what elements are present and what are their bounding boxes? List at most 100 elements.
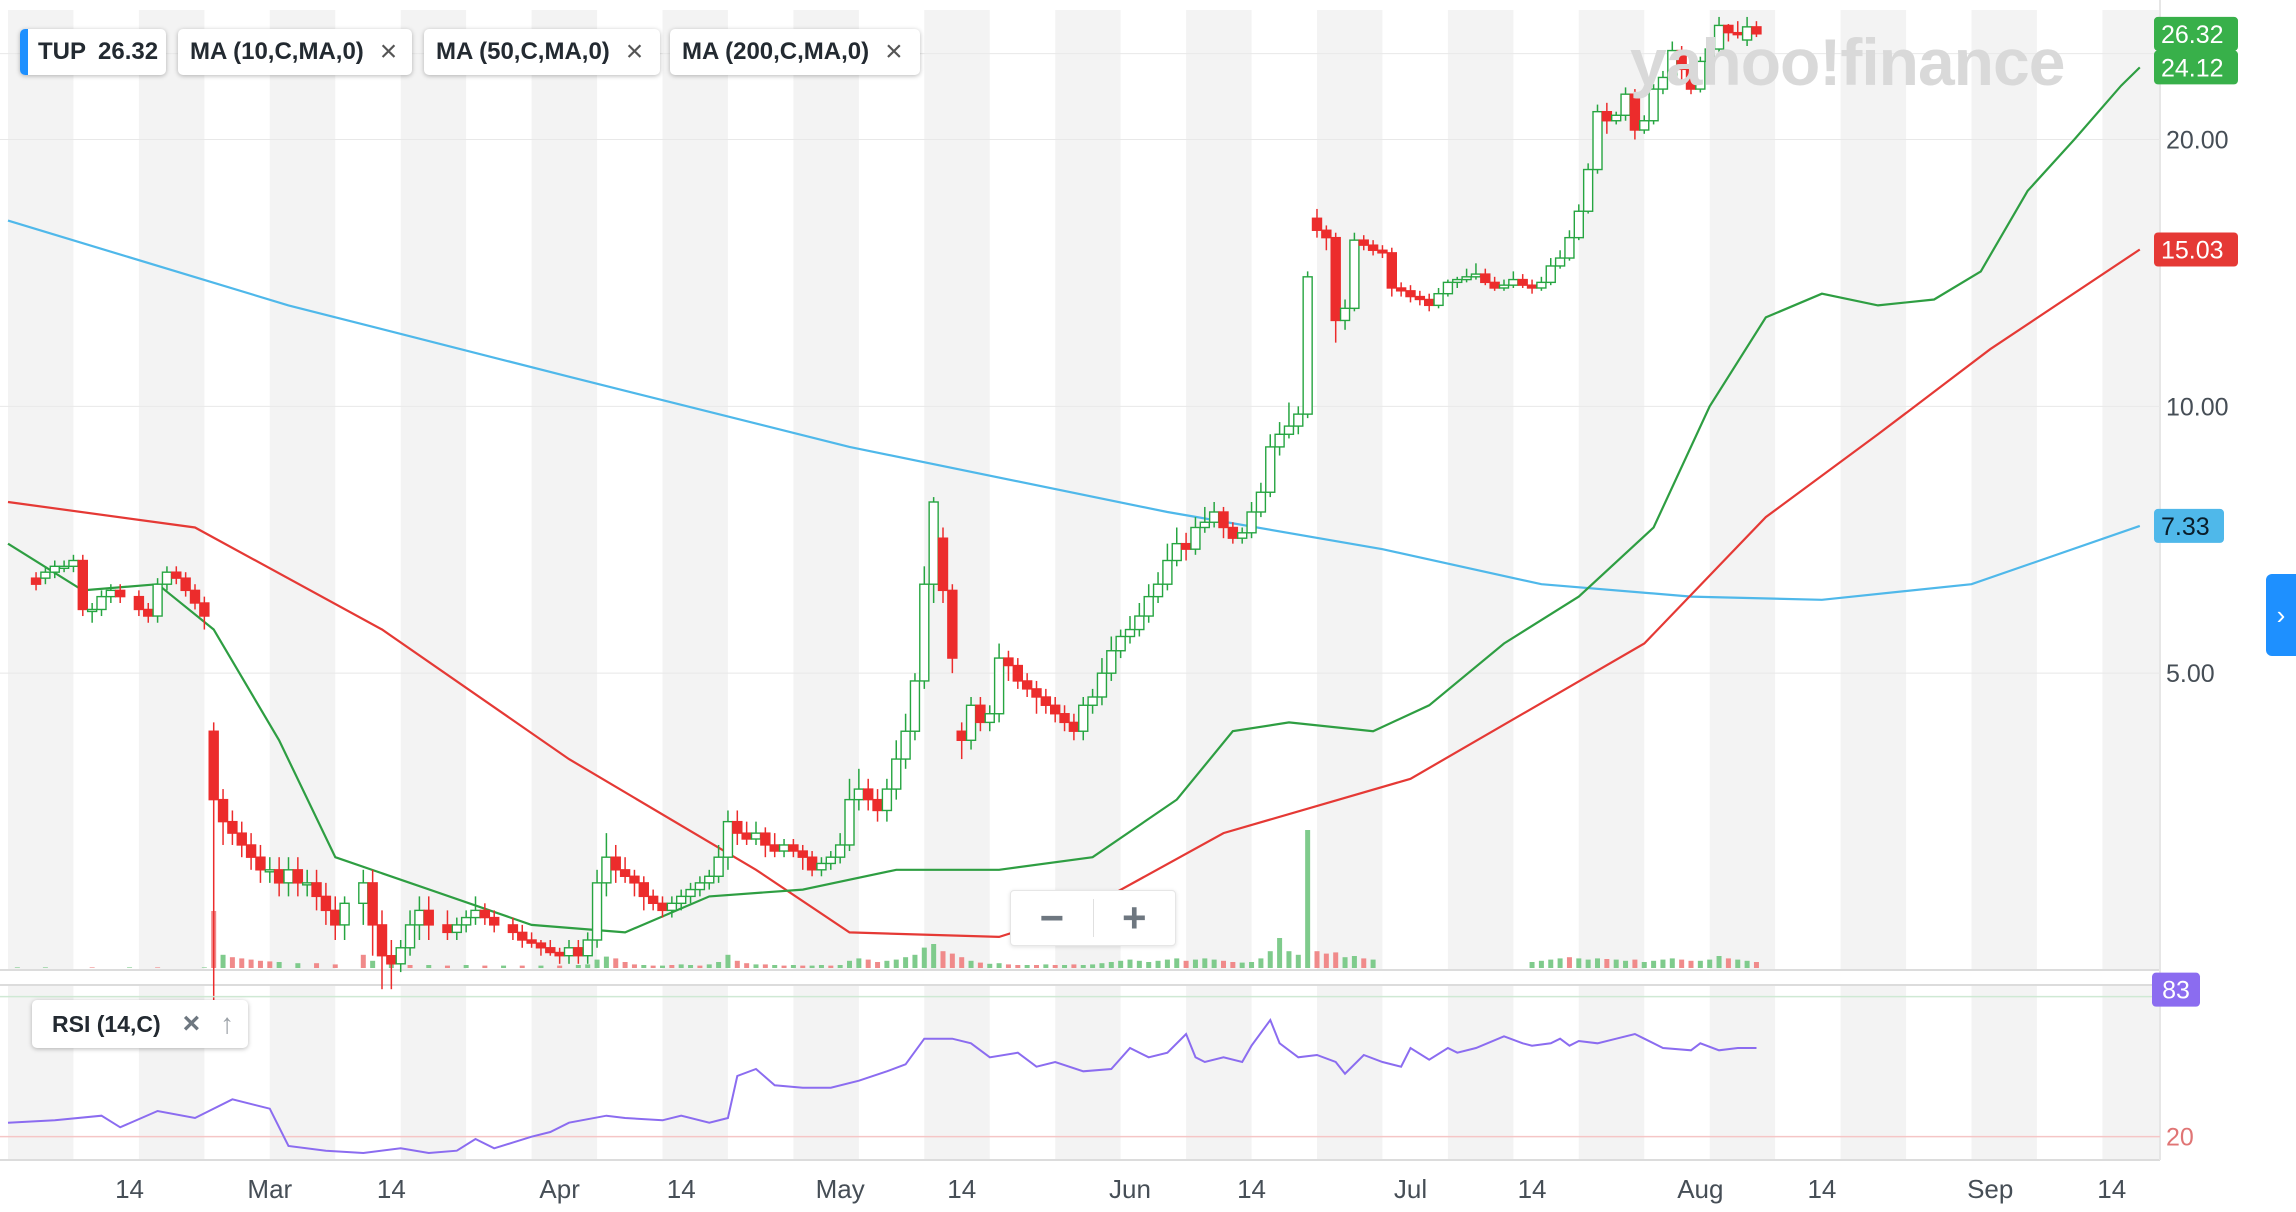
zoom-in-button[interactable]: + [1121, 894, 1147, 941]
candle-body [1554, 257, 1566, 267]
zoom-controls: − + [1010, 890, 1176, 946]
candle-body [834, 844, 846, 858]
volume-bar [1118, 960, 1124, 968]
volume-bar [987, 963, 993, 968]
volume-bar [893, 959, 899, 968]
arrow-up-icon[interactable]: ↑ [220, 1008, 235, 1039]
volume-bar [1538, 960, 1544, 968]
candle-body [647, 895, 659, 905]
volume-bar [716, 962, 722, 968]
volume-bar [1351, 956, 1357, 968]
close-icon[interactable]: × [182, 1007, 201, 1040]
candle-body [891, 758, 902, 790]
candle-body [479, 909, 491, 919]
ma200-legend[interactable]: MA (200,C,MA,0) × [670, 29, 920, 75]
candle-body [816, 862, 827, 871]
candle-body [1208, 511, 1220, 523]
volume-bar [585, 964, 591, 968]
candle-body [1311, 217, 1323, 231]
candle-body [1274, 433, 1285, 448]
volume-bar [1697, 960, 1703, 968]
candle-body [1349, 239, 1360, 310]
week-band [1840, 985, 1907, 1160]
candle-body [1414, 295, 1426, 301]
close-icon[interactable]: × [379, 35, 398, 68]
candle-body [1489, 281, 1500, 289]
volume-bar [1557, 958, 1563, 968]
candle-body [199, 602, 210, 617]
volume-bar [1286, 951, 1292, 968]
volume-bar [1090, 964, 1096, 968]
volume-bar [557, 965, 563, 968]
volume-bar [847, 960, 852, 968]
close-icon[interactable]: × [625, 35, 644, 68]
candle-body [872, 798, 883, 812]
close-icon[interactable]: × [885, 35, 903, 68]
ma10-legend[interactable]: MA (10,C,MA,0) × [178, 29, 412, 75]
volume-bar [744, 963, 750, 968]
volume-bar [1127, 959, 1133, 968]
volume-bar [1202, 958, 1208, 968]
week-shading [8, 10, 2160, 1160]
candle-body [535, 942, 547, 949]
candle-body [517, 931, 528, 941]
volume-bar [42, 967, 48, 968]
candle-body [311, 882, 322, 898]
volume-bar [1361, 958, 1367, 968]
volume-bar [688, 965, 694, 968]
volume-bar [1725, 958, 1731, 968]
volume-bar [519, 965, 525, 968]
candle-body [928, 501, 939, 585]
candle-body [264, 869, 275, 873]
volume-bar [276, 962, 282, 968]
volume-bar [753, 964, 759, 968]
candle-body [1610, 114, 1622, 122]
candle-body [1059, 713, 1070, 724]
week-band [1055, 985, 1121, 1160]
volume-bar [1548, 959, 1554, 968]
week-band [2102, 985, 2160, 1160]
candle-body [1180, 542, 1192, 550]
candle-body [582, 939, 593, 957]
candle-body [1068, 721, 1080, 732]
candle-body [189, 589, 201, 604]
candle-body [1657, 76, 1669, 90]
rsi-legend[interactable]: RSI (14,C) × ↑ [32, 1000, 249, 1048]
volume-bar [949, 953, 955, 968]
ticker-legend[interactable]: TUP 26.32 [20, 29, 166, 75]
candle-body [1367, 244, 1379, 251]
volume-bar [1071, 964, 1077, 968]
candle-body [853, 788, 865, 801]
volume-bar [370, 960, 376, 968]
volume-bars [14, 830, 1759, 968]
zoom-out-button[interactable]: − [1039, 894, 1065, 941]
candle-body [1078, 704, 1089, 732]
chevron-right-icon[interactable]: › [2266, 574, 2296, 656]
candle-body [386, 955, 397, 965]
rsi-badge [2152, 972, 2200, 1007]
candle-body [1461, 276, 1472, 281]
candle-body [984, 713, 995, 724]
week-band [662, 10, 728, 970]
volume-bar [1211, 959, 1217, 968]
ma50-legend[interactable]: MA (50,C,MA,0) × [424, 29, 660, 75]
candle-body [227, 820, 238, 834]
candle-body [1246, 511, 1257, 534]
candle-body [1545, 265, 1556, 284]
volume-bar [1660, 959, 1666, 968]
candle-body [919, 583, 930, 682]
volume-bar [1062, 965, 1068, 968]
candle-body [105, 589, 117, 598]
candle-body [685, 888, 696, 898]
volume-bar [921, 947, 927, 968]
candle-body [1040, 696, 1052, 706]
candle-body [545, 947, 556, 954]
candle-body [1480, 273, 1491, 284]
volume-bar [1136, 960, 1142, 968]
candle-body [1330, 236, 1341, 322]
candle-body [769, 844, 780, 852]
candle-body [1526, 284, 1538, 289]
volume-bar [1192, 959, 1198, 968]
candle-body [694, 882, 706, 891]
